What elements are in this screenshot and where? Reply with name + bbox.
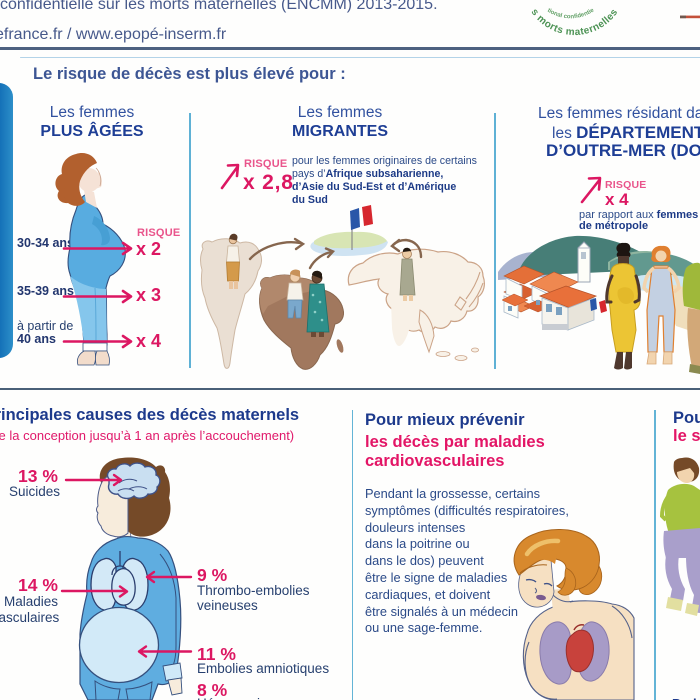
- svg-text:s morts maternelles: s morts maternelles: [529, 7, 621, 38]
- svg-text:national confidentielle: national confidentielle: [0, 0, 596, 20]
